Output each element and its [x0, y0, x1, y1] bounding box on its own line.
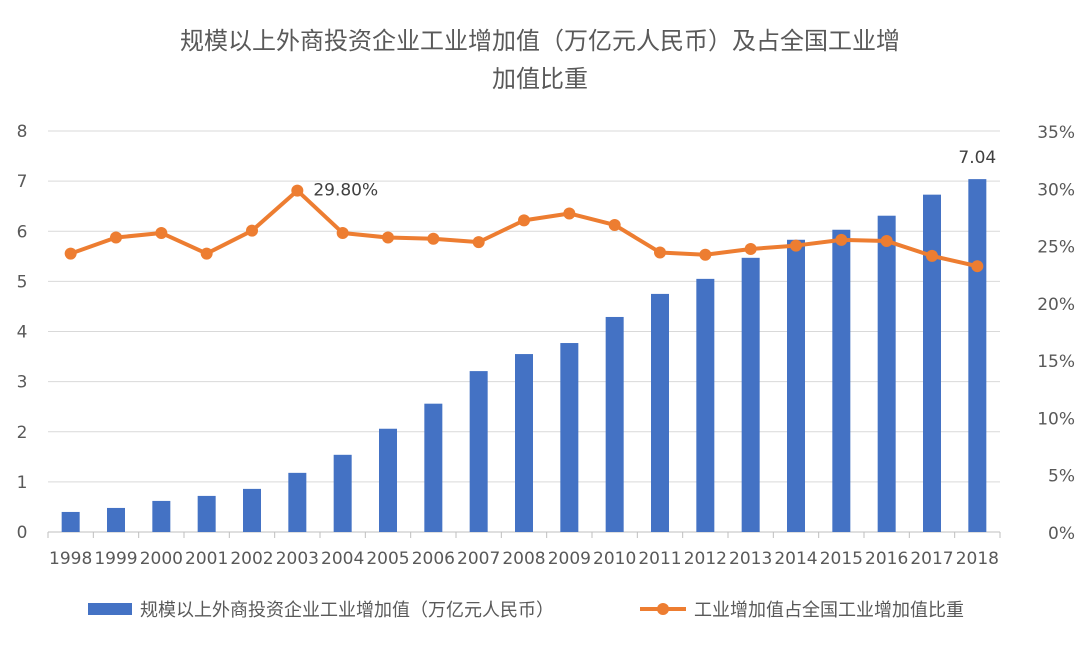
- x-tick-label: 2011: [638, 549, 681, 569]
- chart-title-line-1: 规模以上外商投资企业工业增加值（万亿元人民币）及占全国工业增: [180, 27, 900, 55]
- x-tick-label: 2000: [140, 549, 183, 569]
- legend-line-label: 工业增加值占全国工业增加值比重: [694, 600, 964, 621]
- bar-2014: [787, 239, 805, 533]
- line-point-2001: [200, 247, 213, 260]
- y-right-tick-label: 25%: [1037, 238, 1075, 258]
- x-tick-label: 2009: [548, 549, 591, 569]
- x-tick-label: 1999: [94, 549, 137, 569]
- line-point-2005: [382, 231, 394, 244]
- x-tick-label: 2007: [457, 549, 500, 569]
- line-point-2016: [880, 234, 893, 247]
- line-point-1998: [64, 247, 77, 260]
- chart-title-line-2: 加值比重: [492, 65, 588, 93]
- bar-2009: [560, 343, 579, 532]
- legend-item-bar: 规模以上外商投资企业工业增加值（万亿元人民币）: [88, 596, 554, 622]
- bar-1998: [61, 511, 80, 532]
- bar-2016: [877, 215, 896, 532]
- y-left-tick-label: 3: [17, 373, 28, 393]
- line-point-2008: [518, 214, 530, 227]
- bar-2007: [469, 371, 488, 532]
- bar-2011: [651, 293, 669, 532]
- bar-2018: [968, 179, 987, 532]
- bar-2003: [288, 472, 307, 532]
- legend-item-line: 工业增加值占全国工业增加值比重: [640, 596, 964, 622]
- bar-2010: [605, 316, 624, 532]
- legend-bar-label: 规模以上外商投资企业工业增加值（万亿元人民币）: [140, 600, 554, 621]
- x-tick-label: 1998: [49, 549, 92, 569]
- bar-2006: [424, 403, 443, 532]
- x-tick-label: 2013: [729, 549, 772, 569]
- legend-bar-swatch: [88, 603, 132, 615]
- data-label: 29.80%: [313, 181, 378, 201]
- bar-2002: [243, 488, 261, 532]
- line-point-2009: [563, 207, 576, 220]
- line-point-2015: [835, 233, 848, 246]
- y-right-tick-label: 5%: [1048, 467, 1075, 487]
- bar-2013: [741, 257, 760, 532]
- y-right-tick-label: 0%: [1048, 524, 1075, 544]
- x-tick-label: 2017: [910, 549, 953, 569]
- y-right-tick-label: 35%: [1037, 123, 1075, 143]
- line-point-2002: [246, 224, 258, 237]
- bar-2017: [923, 194, 941, 532]
- bar-2012: [696, 278, 715, 532]
- chart-title: 规模以上外商投资企业工业增加值（万亿元人民币）及占全国工业增 加值比重: [0, 22, 1080, 98]
- x-tick-label: 2016: [865, 549, 908, 569]
- x-tick-label: 2002: [230, 549, 273, 569]
- x-tick-label: 2018: [956, 549, 999, 569]
- y-left-tick-label: 5: [17, 272, 28, 292]
- x-tick-label: 2014: [774, 549, 817, 569]
- line-point-2018: [971, 260, 984, 273]
- x-tick-label: 2012: [684, 549, 727, 569]
- line-point-2011: [654, 246, 666, 259]
- x-tick-label: 2008: [502, 549, 545, 569]
- line-point-2003: [291, 184, 304, 197]
- line-point-2006: [427, 232, 440, 245]
- x-tick-label: 2001: [185, 549, 228, 569]
- bar-2005: [379, 428, 397, 532]
- data-label: 7.04: [958, 148, 996, 168]
- line-point-2014: [790, 239, 802, 252]
- y-right-tick-label: 10%: [1037, 409, 1075, 429]
- x-tick-label: 2005: [366, 549, 409, 569]
- x-tick-label: 2004: [321, 549, 364, 569]
- line-point-2000: [155, 226, 168, 239]
- line-point-2012: [699, 248, 712, 261]
- y-left-tick-label: 0: [17, 523, 28, 543]
- y-left-tick-label: 4: [17, 323, 28, 343]
- line-point-1999: [110, 231, 122, 244]
- x-tick-label: 2010: [593, 549, 636, 569]
- y-left-tick-label: 8: [17, 122, 28, 142]
- line-point-2004: [336, 226, 349, 239]
- line-point-2007: [472, 236, 485, 249]
- bar-1999: [107, 507, 125, 532]
- line-point-2017: [926, 249, 938, 262]
- line-point-2010: [608, 218, 621, 231]
- legend-line-swatch: [640, 603, 686, 615]
- y-left-tick-label: 1: [17, 473, 28, 493]
- y-left-tick-label: 2: [17, 423, 28, 443]
- y-left-tick-label: 7: [17, 172, 28, 192]
- bar-2008: [515, 354, 533, 532]
- x-tick-label: 2015: [820, 549, 863, 569]
- y-right-tick-label: 15%: [1037, 352, 1075, 372]
- x-tick-label: 2003: [276, 549, 319, 569]
- line-point-2013: [744, 243, 757, 256]
- x-tick-label: 2006: [412, 549, 455, 569]
- y-right-tick-label: 20%: [1037, 295, 1075, 315]
- bar-2001: [197, 495, 216, 532]
- y-left-tick-label: 6: [17, 222, 28, 242]
- bar-2004: [333, 454, 352, 532]
- bar-2000: [152, 500, 171, 532]
- bar-2015: [832, 229, 851, 532]
- y-right-tick-label: 30%: [1037, 180, 1075, 200]
